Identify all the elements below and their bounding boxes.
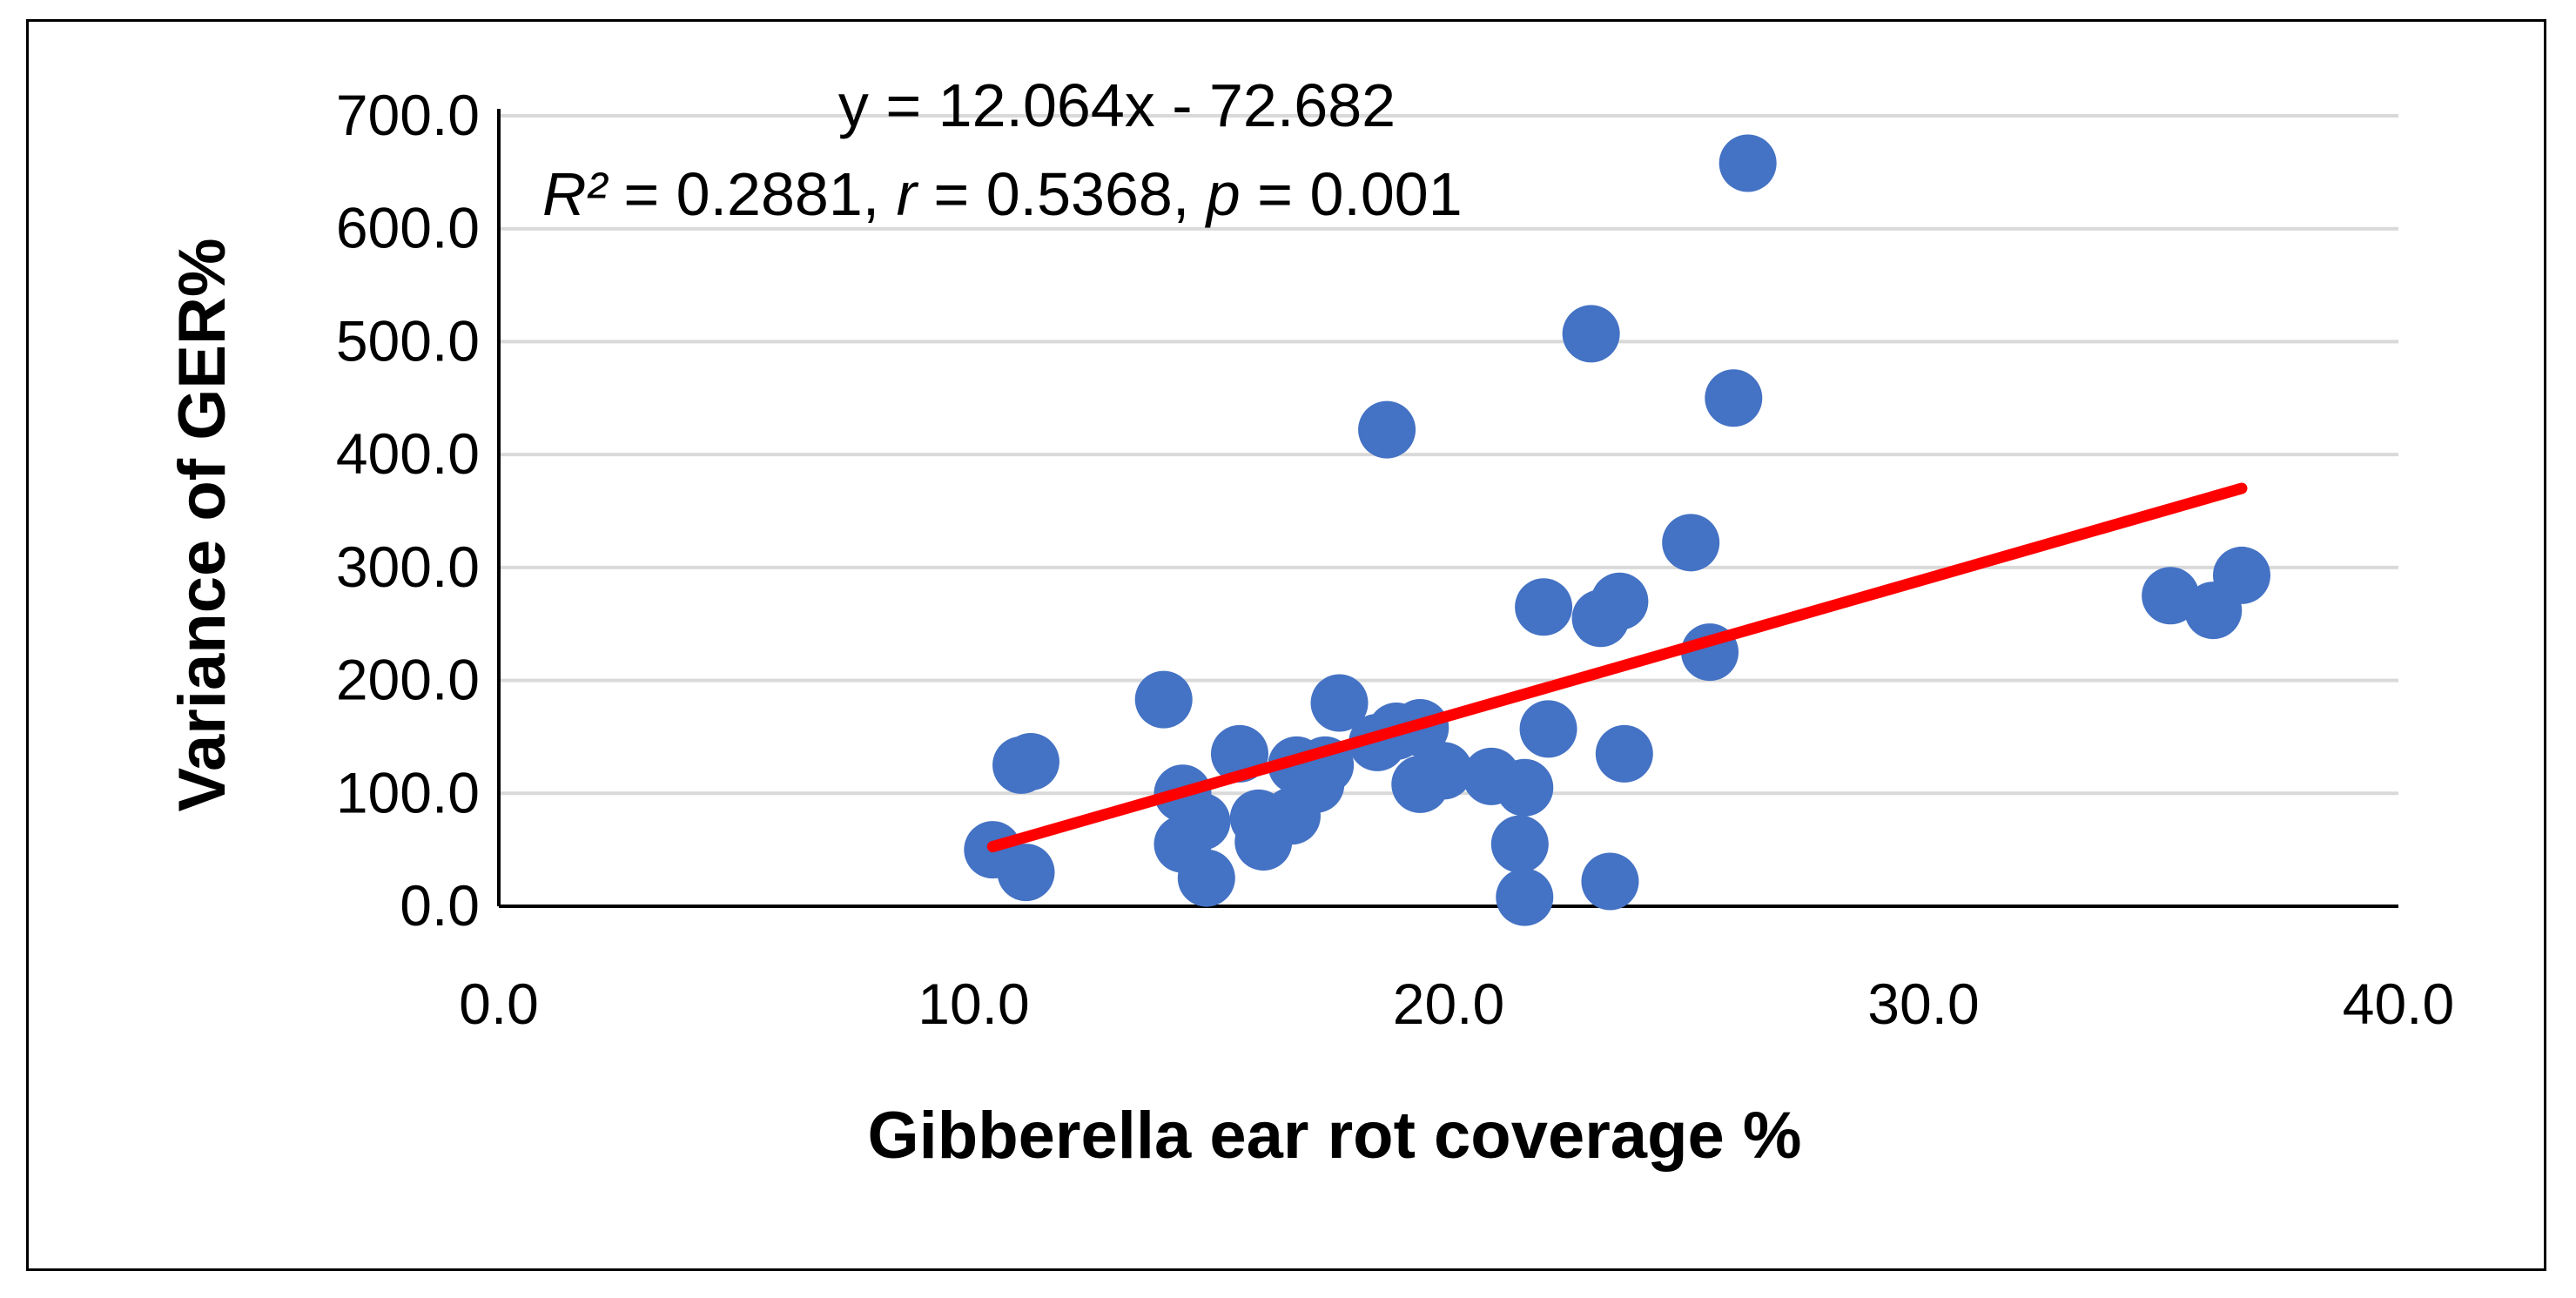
data-point [1705, 369, 1763, 427]
y-tick-label: 0.0 [400, 873, 480, 938]
y-tick-label: 700.0 [336, 83, 480, 147]
r-value: = 0.5368, [917, 160, 1207, 228]
data-points [964, 134, 2270, 926]
x-tick-label: 40.0 [2343, 972, 2454, 1036]
data-point [1581, 852, 1639, 911]
data-point [1718, 134, 1777, 192]
x-tick-label: 0.0 [459, 972, 539, 1036]
data-point [1177, 849, 1235, 907]
data-point [997, 844, 1055, 902]
data-point [2212, 546, 2270, 604]
data-point [1415, 742, 1473, 800]
p-value: = 0.001 [1241, 160, 1463, 228]
data-point [1310, 674, 1369, 732]
data-point [1001, 732, 1059, 790]
y-tick-label: 200.0 [336, 648, 480, 712]
data-point [1591, 572, 1649, 630]
r2-value: = 0.2881, [607, 160, 897, 228]
data-point [1595, 724, 1653, 783]
x-tick-label: 30.0 [1867, 972, 1979, 1036]
data-point [1515, 578, 1573, 636]
y-tick-label: 400.0 [336, 421, 480, 486]
data-point [1662, 514, 1720, 572]
trendline [986, 482, 2248, 853]
data-point [1134, 670, 1193, 729]
chart-frame: 0.0 100.0 200.0 300.0 400.0 500.0 600.0 700.0 0… [26, 19, 2546, 1271]
data-point [1173, 792, 1231, 851]
equation-label: y = 12.064x - 72.682 [838, 71, 1396, 139]
scatter-chart: 0.0 100.0 200.0 300.0 400.0 500.0 600.0 700.0 0… [165, 71, 2454, 1173]
x-tick-labels: 0.0 10.0 20.0 30.0 40.0 [459, 972, 2454, 1036]
p-symbol: p [1205, 160, 1241, 228]
y-tick-label: 500.0 [336, 308, 480, 373]
y-tick-labels: 0.0 100.0 200.0 300.0 400.0 500.0 600.0 700.0 [336, 83, 480, 938]
r2-symbol: R² [542, 160, 609, 228]
r-symbol: r [897, 160, 919, 228]
y-axis-title: Variance of GER% [165, 239, 239, 812]
y-tick-label: 100.0 [336, 760, 480, 824]
gridlines [499, 114, 2398, 796]
data-point [1490, 815, 1549, 873]
data-point [1496, 758, 1554, 817]
x-axis-title: Gibberella ear rot coverage % [868, 1099, 1802, 1173]
x-tick-label: 20.0 [1393, 972, 1504, 1036]
data-point [1519, 700, 1577, 758]
data-point [1358, 400, 1416, 459]
data-point [1496, 868, 1554, 926]
y-tick-label: 300.0 [336, 535, 480, 599]
trendline-group [986, 482, 2248, 853]
y-tick-label: 600.0 [336, 196, 480, 260]
data-point [1562, 305, 1620, 363]
stats-label: R² = 0.2881, r = 0.5368, p = 0.001 [542, 160, 1463, 228]
x-tick-label: 10.0 [918, 972, 1029, 1036]
axes [497, 109, 2398, 908]
